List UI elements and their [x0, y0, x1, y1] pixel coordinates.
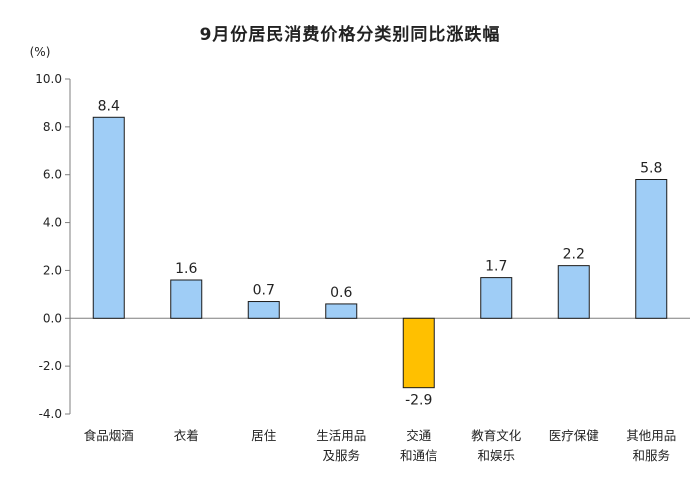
- data-label: 5.8: [640, 161, 662, 177]
- x-tick-label: 居住: [251, 428, 277, 443]
- data-label: 8.4: [98, 98, 120, 114]
- y-axis-unit-label: (%): [30, 45, 51, 59]
- y-tick-label: 2.0: [43, 263, 62, 277]
- x-tick-label: 生活用品: [316, 428, 366, 443]
- chart-title: 9月份居民消费价格分类别同比涨跌幅: [199, 25, 501, 45]
- y-tick-label: -2.0: [39, 359, 62, 373]
- x-tick-label: 教育文化: [471, 428, 522, 443]
- data-label: 1.7: [485, 259, 507, 275]
- data-label: 2.2: [563, 247, 585, 263]
- data-label: -2.9: [405, 393, 432, 409]
- y-tick-label: 6.0: [43, 168, 62, 182]
- y-tick-label: 8.0: [43, 120, 62, 134]
- data-label: 0.7: [253, 283, 275, 299]
- bar: [635, 179, 668, 319]
- bar: [480, 277, 513, 319]
- bar: [557, 265, 590, 319]
- y-tick-label: 4.0: [43, 216, 62, 230]
- data-label: 0.6: [330, 285, 352, 301]
- bar: [92, 116, 125, 319]
- x-tick-label: 医疗保健: [549, 428, 600, 443]
- bar: [247, 301, 280, 319]
- x-tick-label: 衣着: [174, 428, 199, 443]
- y-tick-label: 0.0: [43, 311, 62, 325]
- x-tick-label: 其他用品: [626, 428, 676, 443]
- x-tick-label: 及服务: [322, 448, 360, 463]
- x-tick-label: 食品烟酒: [84, 428, 134, 443]
- y-tick-label: -4.0: [39, 407, 62, 421]
- x-tick-label: 和服务: [632, 448, 670, 463]
- bar: [170, 279, 203, 319]
- bar: [325, 303, 358, 319]
- x-tick-label: 交通: [406, 428, 432, 443]
- data-label: 1.6: [175, 261, 197, 277]
- bar: [402, 317, 435, 389]
- x-tick-label: 和娱乐: [477, 448, 515, 463]
- y-tick-label: 10.0: [35, 72, 62, 86]
- x-tick-label: 和通信: [400, 448, 438, 463]
